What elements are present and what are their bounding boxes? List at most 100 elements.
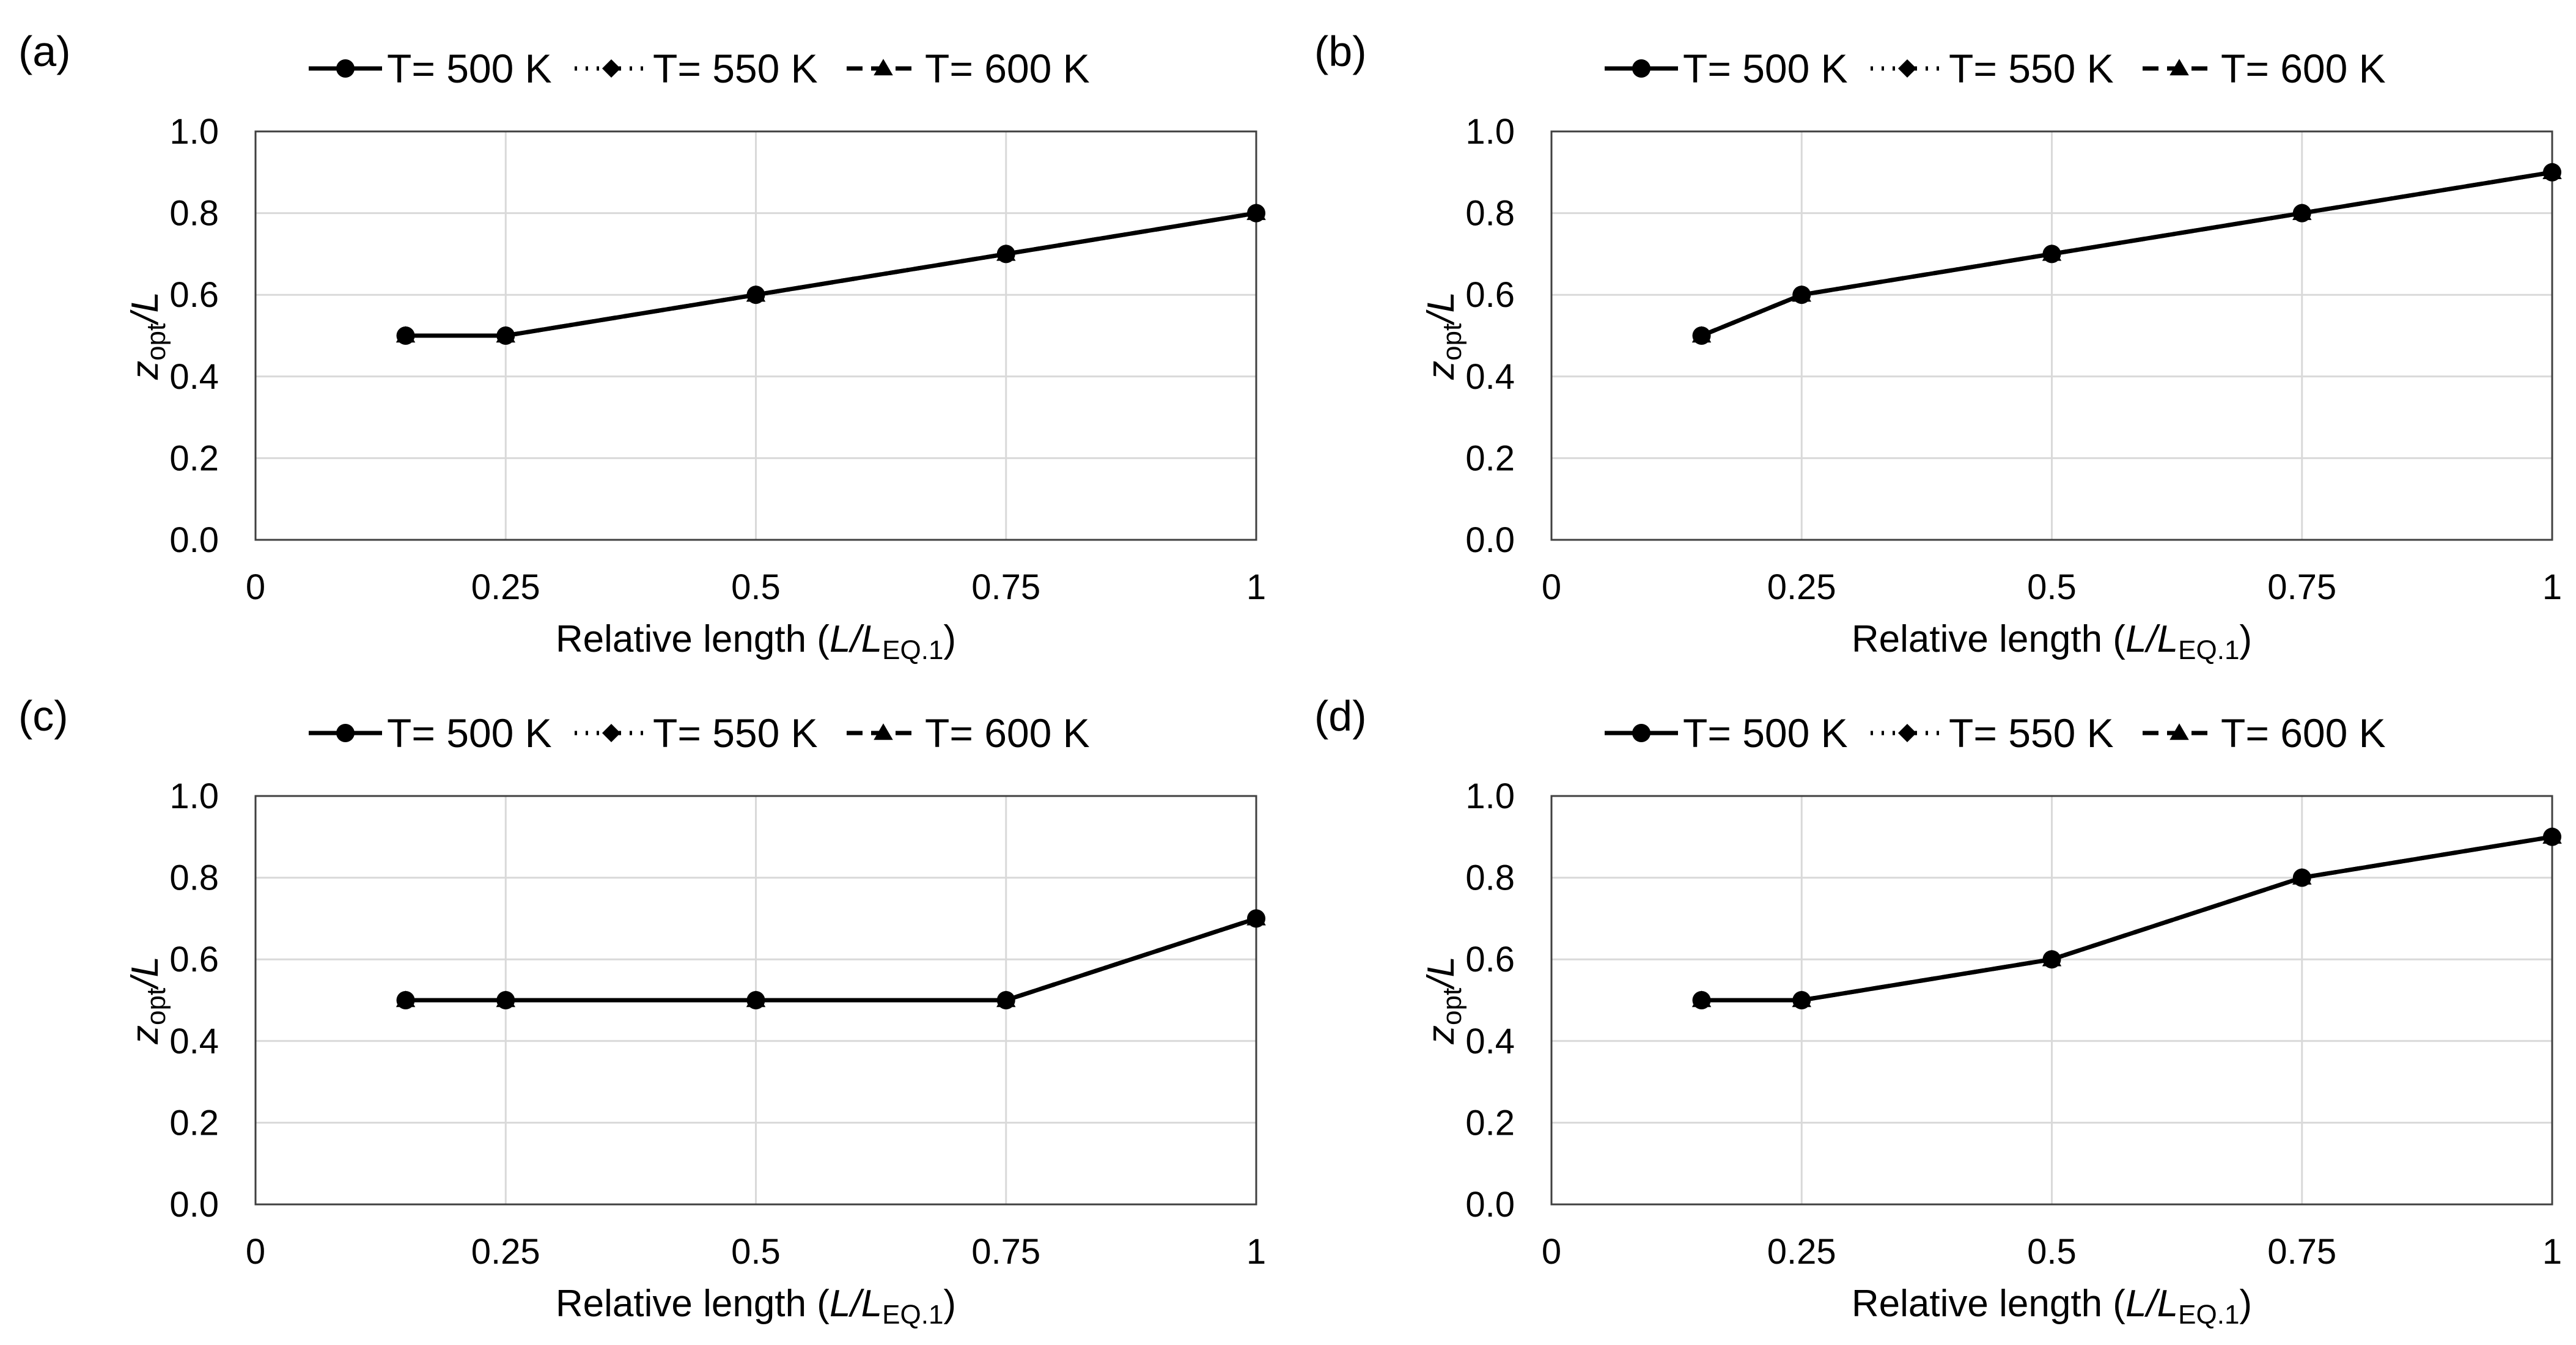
x-tick-label: 0.75 [2267,1232,2336,1272]
y-axis-label: zopt/L [124,292,171,380]
y-tick-label: 0.4 [169,1022,219,1061]
x-tick-label: 0.5 [2027,567,2077,607]
y-axis-label-rest: /L [124,292,166,326]
plot-frame [254,130,1257,541]
x-tick-label: 1 [1246,567,1266,607]
x-axis-label-sub: EQ.1 [2178,1300,2239,1330]
data-point [1792,991,1811,1009]
x-axis-label-italic: L/L [830,1283,882,1325]
plot-frame [254,795,1257,1206]
chart-panel-2: (c) T= 500 K T= 550 K T= 600 K 0.0 0.2 0.4 0.6 0… [18,692,1266,1330]
y-tick-label: 0.6 [169,275,219,315]
x-axis-label-italic: L/L [2125,1283,2178,1325]
y-tick-label: 0.0 [169,520,219,560]
y-tick-label: 0.8 [169,858,219,898]
y-axis-label-sub: opt [1437,323,1467,361]
y-axis-label-sub: opt [141,988,171,1025]
y-tick-label: 0.8 [1465,194,1515,234]
series-line [405,211,1257,338]
chart-panel-1: (b) T= 500 K T= 550 K T= 600 K 0.0 0.2 0.4 0.6 0… [1314,28,2562,665]
legend-marker [336,59,355,78]
x-tick-label: 0.25 [471,1232,540,1272]
legend-label: T= 550 K [1949,710,2114,756]
x-axis-label-main: Relative length ( [556,618,830,660]
y-tick-label: 0.2 [1465,438,1515,478]
legend-marker [1632,724,1650,742]
plot-frame [1550,130,2553,541]
plot-frame [1550,795,2553,1206]
legend-item: T= 600 K [847,710,1090,756]
y-tick-label: 1.0 [1465,776,1515,816]
y-tick-label: 0.6 [169,940,219,979]
legend-label: T= 500 K [1683,710,1848,756]
legend-item: T= 550 K [1871,710,2114,756]
data-point [496,326,515,345]
data-point [1247,204,1265,223]
y-axis-label-sub: opt [141,323,171,361]
legend-item: T= 550 K [575,46,818,91]
y-tick-label: 0.4 [1465,1022,1515,1061]
legend-item: T= 500 K [1605,46,1848,91]
x-axis-label: Relative length (L/LEQ.1) [556,1283,956,1330]
x-tick-label: 0.5 [2027,1232,2077,1272]
legend-marker [874,59,893,76]
x-tick-label: 0.75 [971,1232,1040,1272]
x-axis-label-main: Relative length ( [1852,1283,2125,1325]
x-tick-label: 1 [2542,567,2562,607]
legend-marker [602,59,620,78]
y-tick-label: 0.4 [169,357,219,397]
y-tick-label: 0.0 [1465,1185,1515,1225]
y-axis-label: zopt/L [1420,292,1467,380]
legend-marker [2169,59,2189,76]
x-tick-label: 0 [246,1232,265,1272]
x-axis-label-close: ) [943,1283,956,1325]
legend-marker [2169,723,2189,740]
series-line [405,211,1257,338]
x-axis-label-italic: L/L [2125,618,2178,660]
legend-marker [602,724,620,742]
x-tick-label: 0.5 [731,567,781,607]
data-point [1247,909,1265,928]
x-tick-label: 0 [1542,567,1561,607]
y-tick-label: 0.8 [169,194,219,234]
legend-item: T= 600 K [2143,46,2386,91]
x-tick-label: 0 [1542,1232,1561,1272]
y-tick-label: 1.0 [169,112,219,152]
legend-label: T= 600 K [925,710,1090,756]
x-axis-label-main: Relative length ( [1852,618,2125,660]
y-tick-label: 0.2 [169,438,219,478]
x-tick-label: 0.75 [971,567,1040,607]
legend-label: T= 550 K [653,46,818,91]
x-axis-label-sub: EQ.1 [882,635,943,665]
x-axis-label: Relative length (L/LEQ.1) [556,618,956,665]
x-tick-label: 0.25 [471,567,540,607]
legend-label: T= 550 K [653,710,818,756]
data-point [746,286,765,304]
y-tick-label: 0.2 [1465,1103,1515,1143]
legend-item: T= 500 K [309,46,552,91]
panel-label: (b) [1314,28,1367,75]
legend-label: T= 500 K [387,710,552,756]
legend-marker [1898,59,1916,78]
legend-label: T= 600 K [925,46,1090,91]
panel-label: (c) [18,692,68,740]
legend-item: T= 600 K [2143,710,2386,756]
x-axis-label-italic: L/L [830,618,882,660]
series-line [1701,170,2553,338]
legend-label: T= 500 K [1683,46,1848,91]
data-point [496,991,515,1009]
x-axis-label-close: ) [943,618,956,660]
legend-marker [336,724,355,742]
legend-marker [874,723,893,740]
y-tick-label: 0.2 [169,1103,219,1143]
chart-panel-3: (d) T= 500 K T= 550 K T= 600 K 0.0 0.2 0.4 0.6 0… [1314,692,2562,1330]
y-axis-label-sub: opt [1437,988,1467,1025]
data-point [1692,326,1711,345]
x-tick-label: 0.75 [2267,567,2336,607]
data-point [2042,245,2061,263]
legend-item: T= 500 K [1605,710,1848,756]
series-line [1701,835,2553,1003]
y-tick-label: 1.0 [169,776,219,816]
legend-item: T= 600 K [847,46,1090,91]
